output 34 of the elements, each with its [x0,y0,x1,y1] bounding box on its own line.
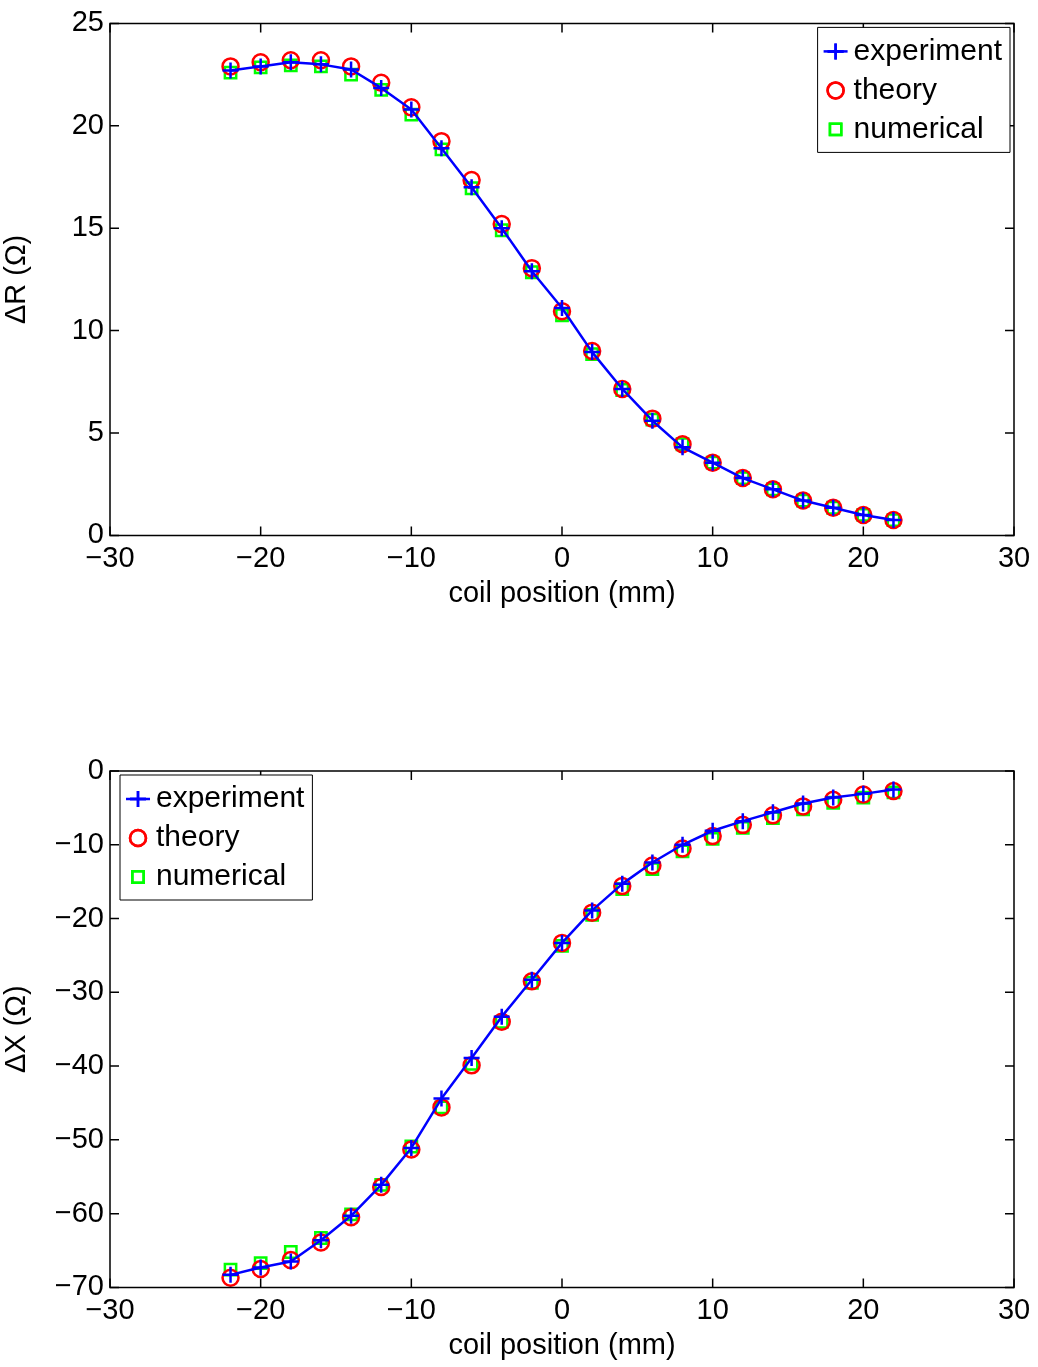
y-tick-label: 15 [71,210,104,243]
x-tick-label: 30 [997,540,1031,573]
y-tick-label: 10 [71,312,104,345]
y-tick-label: −20 [54,900,104,933]
y-tick-label: −60 [54,1195,104,1228]
legend-label: theory [853,71,937,105]
x-tick-label: −10 [386,540,436,573]
x-tick-label: 30 [997,1292,1031,1325]
legend-label: experiment [853,32,1003,66]
y-tick-label: −50 [54,1121,104,1154]
x-axis-title: coil position (mm) [448,575,676,608]
y-axis-title: ΔX (Ω) [0,985,32,1074]
x-tick-label: 10 [696,1292,729,1325]
x-tick-label: −10 [386,1292,436,1325]
x-tick-label: 10 [696,540,729,573]
x-tick-label: 0 [553,1292,571,1325]
x-tick-label: −20 [236,540,286,573]
y-tick-label: −30 [54,974,104,1007]
y-tick-label: 5 [87,415,104,447]
y-tick-label: 25 [71,5,104,38]
y-tick-label: 20 [71,107,104,140]
y-tick-label: −40 [54,1048,104,1081]
legend-label: numerical [853,110,984,144]
legend-label: theory [156,819,240,853]
y-axis-title: ΔR (Ω) [0,234,32,325]
x-tick-label: 20 [847,1292,880,1325]
x-tick-label: 20 [847,540,880,573]
x-tick-label: −20 [236,1292,286,1325]
x-tick-label: 0 [553,540,571,573]
x-axis-title: coil position (mm) [448,1327,676,1360]
y-tick-label: −10 [54,826,104,859]
legend-label: experiment [156,780,306,814]
legend-label: numerical [156,858,287,892]
y-tick-label: 0 [87,753,104,785]
